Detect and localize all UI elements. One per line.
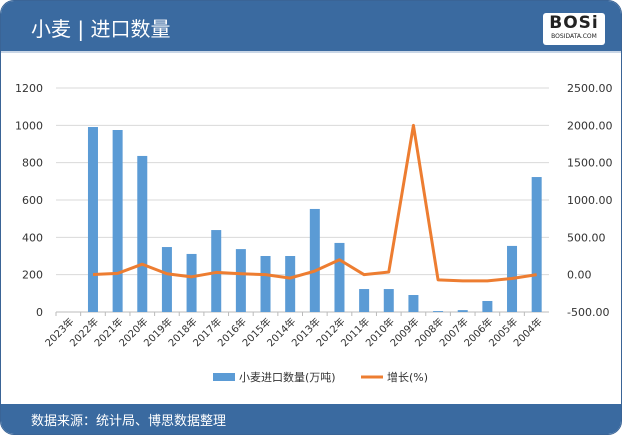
chart-title: 小麦 | 进口数量 xyxy=(31,17,171,41)
bar xyxy=(161,247,172,312)
left-tick-label: 1000 xyxy=(15,119,43,132)
bar xyxy=(309,208,320,312)
right-tick-label: 1000.00 xyxy=(567,194,613,207)
bar xyxy=(482,300,493,312)
growth-line xyxy=(92,123,537,283)
legend-bar-swatch xyxy=(213,373,235,381)
left-tick-label: 400 xyxy=(22,231,43,244)
bar xyxy=(408,295,419,312)
bar xyxy=(137,155,148,312)
left-tick-label: 0 xyxy=(36,306,43,319)
right-tick-label: 1500.00 xyxy=(567,157,613,170)
right-tick-label: 2000.00 xyxy=(567,119,613,132)
right-tick-label: -500.00 xyxy=(567,306,609,319)
bar xyxy=(285,256,296,312)
bar xyxy=(334,242,345,312)
bar xyxy=(186,253,197,312)
footer: 数据来源：统计局、博思数据整理 xyxy=(1,404,621,434)
left-tick-label: 200 xyxy=(22,269,43,282)
legend-line-label: 增长(%) xyxy=(387,370,428,384)
right-tick-label: 2500.00 xyxy=(567,82,613,95)
right-tick-label: 500.00 xyxy=(567,231,606,244)
bar xyxy=(87,127,98,312)
bar xyxy=(457,310,468,312)
bosi-logo: BOSi BOSIDATA.COM xyxy=(543,13,605,45)
right-tick-label: 0.00 xyxy=(567,269,592,282)
bar xyxy=(112,130,123,312)
legend-bar-label: 小麦进口数量(万吨) xyxy=(239,371,336,384)
data-source: 数据来源：统计局、博思数据整理 xyxy=(31,414,227,429)
bar xyxy=(260,256,271,312)
left-tick-label: 1200 xyxy=(15,82,43,95)
left-tick-label: 600 xyxy=(22,194,43,207)
header: 小麦 | 进口数量 BOSi BOSIDATA.COM xyxy=(1,1,621,53)
bar xyxy=(359,289,370,312)
bar xyxy=(383,289,394,312)
bar xyxy=(235,249,246,312)
bar xyxy=(531,177,542,312)
bar xyxy=(433,311,444,312)
left-tick-label: 800 xyxy=(22,157,43,170)
chart: 0 200 400 600 800 1000 1200 -500.00 0.00 500.00 10… xyxy=(15,82,613,384)
